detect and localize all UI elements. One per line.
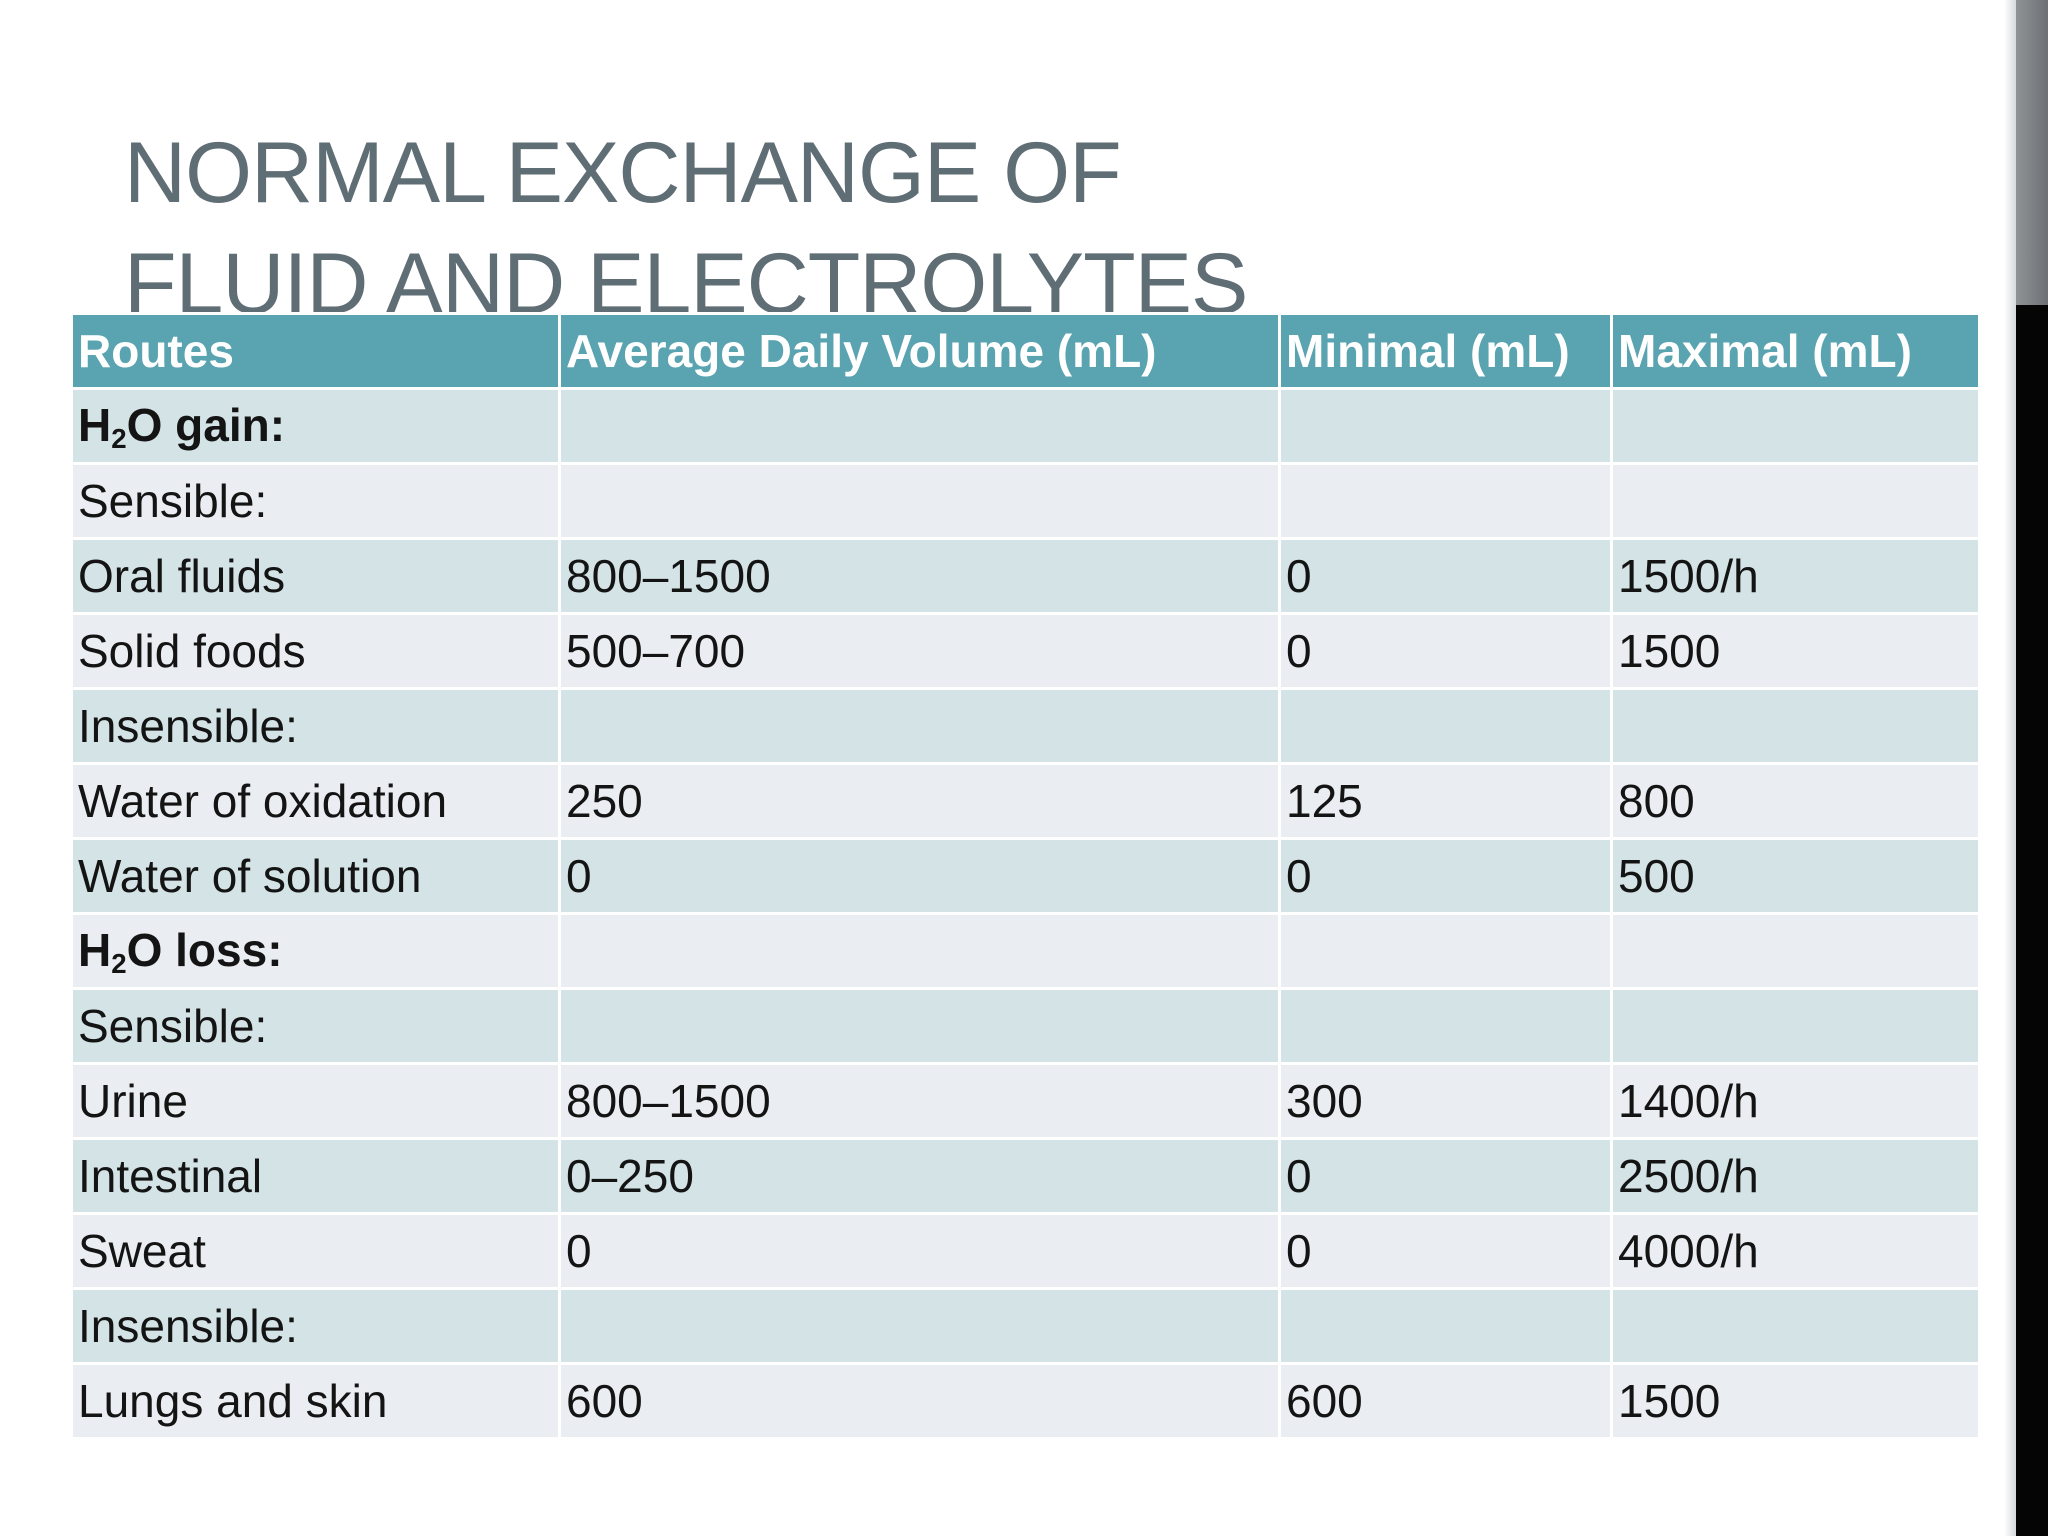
minimal-cell: 600	[1278, 1362, 1613, 1440]
slide-edge-shadow	[2004, 0, 2016, 1536]
table-row: Water of oxidation 250 125 800	[70, 762, 1981, 840]
minimal-cell: 0	[1278, 1212, 1613, 1290]
route-cell: Sensible:	[70, 987, 561, 1065]
average-cell	[558, 462, 1281, 540]
table-cell	[558, 912, 1281, 990]
minimal-cell	[1278, 462, 1613, 540]
average-cell: 0	[558, 1212, 1281, 1290]
table-row: Sweat 0 0 4000/h	[70, 1212, 1981, 1290]
slide-right-accent	[2016, 0, 2048, 305]
minimal-cell: 0	[1278, 537, 1613, 615]
maximal-cell: 4000/h	[1610, 1212, 1981, 1290]
header-maximal: Maximal (mL)	[1610, 312, 1981, 390]
table-row-section-loss: H2O loss:	[70, 912, 1981, 990]
maximal-cell	[1610, 687, 1981, 765]
minimal-cell	[1278, 687, 1613, 765]
slide-title: NORMAL EXCHANGE OF FLUID AND ELECTROLYTE…	[124, 118, 1724, 340]
average-cell: 0–250	[558, 1137, 1281, 1215]
maximal-cell: 1500	[1610, 612, 1981, 690]
average-cell: 500–700	[558, 612, 1281, 690]
average-cell: 600	[558, 1362, 1281, 1440]
route-cell: Intestinal	[70, 1137, 561, 1215]
average-cell: 250	[558, 762, 1281, 840]
average-cell	[558, 1287, 1281, 1365]
route-cell: Sensible:	[70, 462, 561, 540]
average-cell: 0	[558, 837, 1281, 915]
table-cell	[1278, 912, 1613, 990]
minimal-cell: 0	[1278, 612, 1613, 690]
table-row: Sensible:	[70, 462, 1981, 540]
route-cell: Water of solution	[70, 837, 561, 915]
average-cell: 800–1500	[558, 537, 1281, 615]
maximal-cell	[1610, 987, 1981, 1065]
table-row: Urine 800–1500 300 1400/h	[70, 1062, 1981, 1140]
route-cell: Insensible:	[70, 687, 561, 765]
route-cell: Lungs and skin	[70, 1362, 561, 1440]
minimal-cell: 125	[1278, 762, 1613, 840]
minimal-cell	[1278, 1287, 1613, 1365]
table-row: Intestinal 0–250 0 2500/h	[70, 1137, 1981, 1215]
table-row: Insensible:	[70, 1287, 1981, 1365]
table-cell	[558, 387, 1281, 465]
slide-title-line-1: NORMAL EXCHANGE OF	[124, 125, 1122, 221]
average-cell: 800–1500	[558, 1062, 1281, 1140]
table-row: Sensible:	[70, 987, 1981, 1065]
route-cell: Urine	[70, 1062, 561, 1140]
table-header-row: Routes Average Daily Volume (mL) Minimal…	[70, 312, 1981, 390]
maximal-cell	[1610, 462, 1981, 540]
maximal-cell	[1610, 1287, 1981, 1365]
maximal-cell: 2500/h	[1610, 1137, 1981, 1215]
maximal-cell: 800	[1610, 762, 1981, 840]
route-cell: Oral fluids	[70, 537, 561, 615]
fluid-exchange-table: Routes Average Daily Volume (mL) Minimal…	[70, 312, 1981, 1440]
table-row: Water of solution 0 0 500	[70, 837, 1981, 915]
table-row: Solid foods 500–700 0 1500	[70, 612, 1981, 690]
table-row-section-gain: H2O gain:	[70, 387, 1981, 465]
route-cell: Water of oxidation	[70, 762, 561, 840]
minimal-cell	[1278, 987, 1613, 1065]
maximal-cell: 1500/h	[1610, 537, 1981, 615]
maximal-cell: 1400/h	[1610, 1062, 1981, 1140]
table-row: Lungs and skin 600 600 1500	[70, 1362, 1981, 1440]
table-cell	[1610, 387, 1981, 465]
section-heading-gain: H2O gain:	[70, 387, 561, 465]
minimal-cell: 0	[1278, 837, 1613, 915]
table-row: Insensible:	[70, 687, 1981, 765]
section-heading-loss: H2O loss:	[70, 912, 561, 990]
route-cell: Insensible:	[70, 1287, 561, 1365]
minimal-cell: 0	[1278, 1137, 1613, 1215]
table-row: Oral fluids 800–1500 0 1500/h	[70, 537, 1981, 615]
table-cell	[1610, 912, 1981, 990]
maximal-cell: 1500	[1610, 1362, 1981, 1440]
header-average-daily-volume: Average Daily Volume (mL)	[558, 312, 1281, 390]
average-cell	[558, 687, 1281, 765]
route-cell: Sweat	[70, 1212, 561, 1290]
header-routes: Routes	[70, 312, 561, 390]
maximal-cell: 500	[1610, 837, 1981, 915]
route-cell: Solid foods	[70, 612, 561, 690]
average-cell	[558, 987, 1281, 1065]
table-cell	[1278, 387, 1613, 465]
minimal-cell: 300	[1278, 1062, 1613, 1140]
header-minimal: Minimal (mL)	[1278, 312, 1613, 390]
